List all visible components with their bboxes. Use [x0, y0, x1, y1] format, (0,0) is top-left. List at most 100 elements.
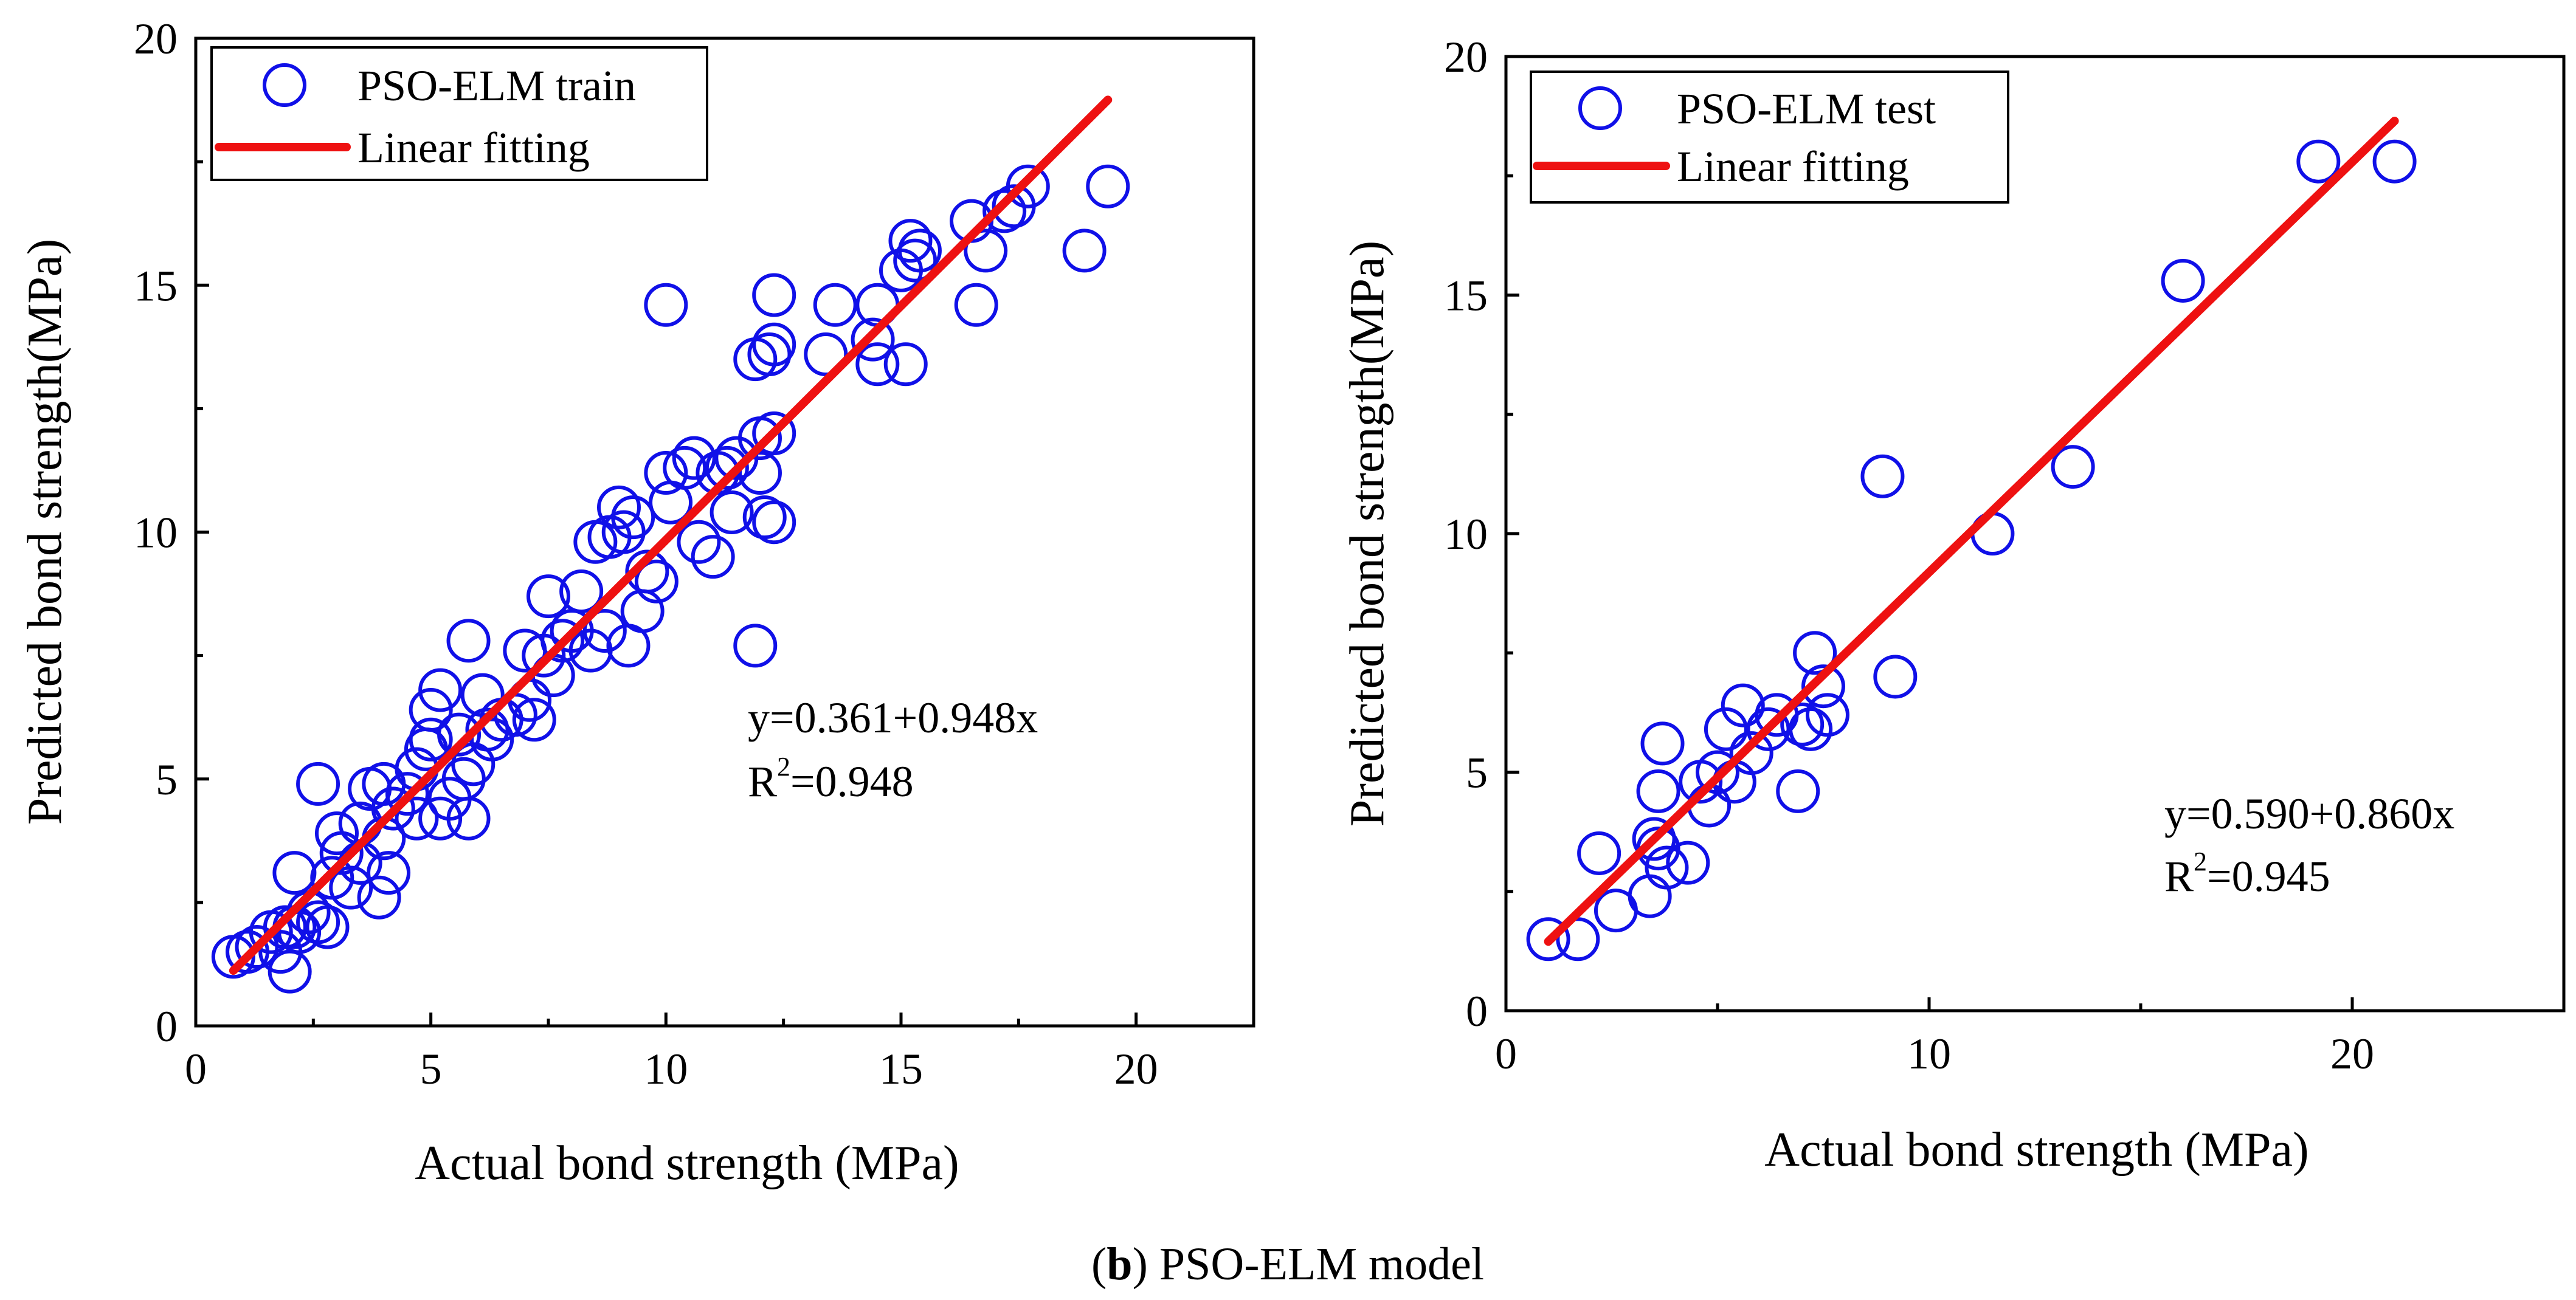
- train-data-point: [367, 851, 411, 895]
- train-data-point: [964, 229, 1008, 273]
- test-data-point: [2161, 258, 2205, 303]
- train-data-point: [733, 624, 778, 668]
- test-data-point: [2051, 445, 2095, 489]
- train-data-point: [601, 510, 646, 554]
- test-r2-value: =0.945: [2207, 852, 2330, 901]
- train-data-point: [893, 238, 938, 283]
- train-y-tick-label: 20: [134, 15, 178, 63]
- train-data-point: [883, 342, 928, 387]
- train-data-point: [672, 436, 716, 480]
- test-data-point: [1645, 845, 1689, 890]
- test-legend-line-label: Linear fitting: [1677, 142, 1909, 191]
- train-data-point: [409, 688, 453, 732]
- train-data-point: [395, 796, 439, 841]
- train-data-point: [1086, 164, 1130, 208]
- test-y-axis-title: Predicted bond strength(MPa): [1341, 241, 1394, 827]
- train-data-point: [644, 283, 688, 327]
- test-legend: PSO-ELM test Linear fitting: [1530, 71, 2009, 204]
- train-x-tick-label: 0: [185, 1045, 207, 1093]
- train-data-point: [272, 851, 317, 895]
- train-data-point: [691, 535, 735, 579]
- train-points-layer: [211, 164, 1130, 994]
- test-data-point: [1628, 874, 1672, 918]
- test-scatter-chart: 0 10 20 0 5 10 15 20 Actual bond strength (MPa)…: [1341, 33, 2566, 1177]
- test-r2: R2=0.945: [2164, 847, 2330, 901]
- test-data-point: [1666, 841, 1710, 885]
- test-data-point: [1805, 693, 1849, 737]
- test-legend-box: [1530, 71, 2009, 204]
- train-data-point: [437, 712, 482, 757]
- test-data-point: [1789, 707, 1833, 751]
- train-data-point: [634, 559, 679, 604]
- train-x-tick-label: 15: [879, 1045, 923, 1093]
- train-data-point: [305, 905, 350, 949]
- train-data-point: [644, 451, 688, 495]
- test-legend-points-label: PSO-ELM test: [1677, 84, 1936, 133]
- test-y-tick-label: 0: [1466, 987, 1488, 1036]
- train-data-point: [625, 549, 669, 594]
- train-y-tick-label: 0: [156, 1002, 178, 1051]
- test-r2-superscript: 2: [2194, 847, 2207, 876]
- test-data-point: [1873, 655, 1918, 699]
- train-data-point: [663, 445, 707, 490]
- train-r2: R2=0.948: [748, 752, 914, 806]
- train-data-point: [418, 796, 463, 841]
- train-data-point: [752, 500, 796, 545]
- test-data-point: [1793, 631, 1837, 675]
- train-data-point: [747, 332, 792, 376]
- train-r2-superscript: 2: [777, 752, 790, 782]
- test-x-tick-label: 0: [1495, 1030, 1517, 1078]
- train-r2-prefix: R: [748, 757, 777, 806]
- train-data-point: [954, 283, 998, 327]
- train-data-point: [446, 619, 491, 663]
- train-data-point: [296, 762, 340, 806]
- train-x-tick-label: 10: [644, 1045, 688, 1093]
- train-data-point: [597, 485, 641, 529]
- test-y-tick-label: 15: [1444, 272, 1488, 320]
- test-data-point: [1801, 664, 1845, 709]
- train-legend-line-label: Linear fitting: [357, 123, 590, 172]
- train-y-tick-label: 10: [134, 509, 178, 557]
- train-ticks-layer: 0 5 10 15 20 0 5 10 15 20: [134, 15, 1255, 1093]
- train-scatter-chart: 0 5 10 15 20 0 5 10 15 20 Actual bond strength (M…: [18, 15, 1255, 1190]
- train-data-point: [752, 411, 796, 455]
- test-ticks-layer: 0 10 20 0 5 10 15 20: [1444, 33, 2566, 1078]
- train-data-point: [677, 520, 721, 564]
- test-r2-prefix: R: [2164, 852, 2194, 901]
- test-x-axis-title: Actual bond strength (MPa): [1764, 1123, 2308, 1177]
- test-x-tick-label: 10: [1907, 1030, 1951, 1078]
- train-data-point: [738, 451, 782, 495]
- train-data-point: [611, 495, 655, 540]
- test-data-point: [1704, 707, 1748, 751]
- test-data-point: [1577, 831, 1621, 875]
- figure-caption: (b) PSO-ELM model: [1091, 1239, 1484, 1290]
- train-data-point: [540, 619, 585, 663]
- test-data-point: [1860, 454, 1905, 498]
- train-legend: PSO-ELM train Linear fitting: [210, 46, 708, 181]
- train-data-point: [851, 317, 895, 362]
- caption-text: PSO-ELM model: [1159, 1239, 1484, 1290]
- test-data-point: [1776, 769, 1820, 813]
- train-y-tick-label: 15: [134, 261, 178, 310]
- train-legend-points-label: PSO-ELM train: [357, 61, 636, 110]
- train-data-point: [752, 322, 796, 366]
- train-x-tick-label: 5: [420, 1045, 442, 1093]
- train-data-point: [357, 875, 401, 920]
- train-x-tick-label: 20: [1114, 1045, 1158, 1093]
- train-data-point: [409, 717, 453, 762]
- test-data-point: [1636, 769, 1680, 813]
- train-data-point: [982, 189, 1027, 233]
- train-data-point: [329, 865, 373, 910]
- test-equation: y=0.590+0.860x: [2164, 789, 2454, 838]
- test-legend-marker-icon: [1578, 86, 1622, 130]
- train-data-point: [512, 698, 556, 742]
- test-data-point: [1556, 917, 1600, 961]
- train-data-point: [385, 772, 429, 816]
- train-data-point: [315, 811, 359, 856]
- train-fit-line: [229, 95, 1113, 975]
- test-data-point: [2372, 139, 2417, 184]
- train-legend-marker-icon: [263, 63, 306, 107]
- test-data-point: [1640, 721, 1685, 766]
- train-data-point: [296, 900, 340, 944]
